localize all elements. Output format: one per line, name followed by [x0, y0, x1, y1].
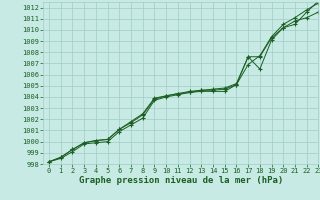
X-axis label: Graphe pression niveau de la mer (hPa): Graphe pression niveau de la mer (hPa) [79, 176, 283, 185]
